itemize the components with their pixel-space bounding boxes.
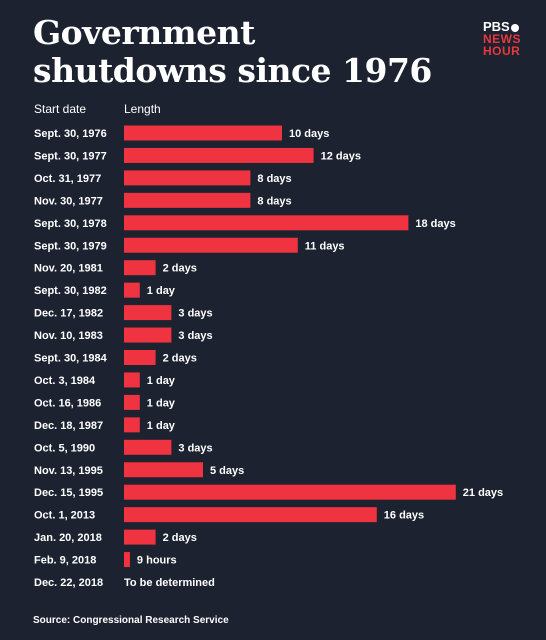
bar: [124, 282, 140, 298]
bar-value-label: 8 days: [257, 195, 291, 207]
category-label: Oct. 1, 2013: [34, 510, 95, 522]
category-label: Sept. 30, 1982: [34, 285, 107, 297]
category-label: Sept. 30, 1976: [34, 128, 107, 140]
bar: [124, 305, 172, 321]
bar: [124, 529, 156, 545]
bar-value-label: 2 days: [163, 353, 197, 365]
bar: [124, 125, 282, 141]
bar-value-label: 9 hours: [137, 555, 177, 567]
column-header-length: Length: [124, 102, 161, 116]
bar-value-label: 1 day: [147, 285, 176, 297]
category-label: Dec. 17, 1982: [34, 308, 103, 320]
category-label: Feb. 9, 2018: [34, 555, 96, 567]
bar-value-label: 12 days: [321, 150, 361, 162]
bar: [124, 327, 172, 343]
category-label: Dec. 15, 1995: [34, 487, 103, 499]
category-label: Dec. 18, 1987: [34, 420, 103, 432]
pbs-newshour-logo: PBS NEWS HOUR: [483, 20, 521, 57]
bar-value-label: 1 day: [147, 397, 176, 409]
bar-value-label: 5 days: [210, 465, 244, 477]
bar-value-label: 3 days: [178, 442, 212, 454]
category-label: Sept. 30, 1978: [34, 218, 107, 230]
logo-pbs-text: PBS: [483, 20, 521, 33]
bar-value-label: 1 day: [147, 420, 176, 432]
category-label: Jan. 20, 2018: [34, 532, 102, 544]
chart-title: Government shutdowns since 1976: [33, 13, 432, 90]
bar-value-label: To be determined: [124, 577, 215, 589]
bar: [124, 462, 203, 478]
bar: [124, 372, 140, 388]
bar-value-label: 2 days: [163, 263, 197, 275]
bar-value-label: 18 days: [415, 218, 455, 230]
bar: [124, 237, 298, 253]
bar: [124, 260, 156, 276]
bar: [124, 147, 314, 163]
logo-news-text: NEWS: [483, 32, 521, 46]
bar-value-label: 21 days: [463, 487, 503, 499]
category-label: Nov. 10, 1983: [34, 330, 103, 342]
bar-value-label: 2 days: [163, 532, 197, 544]
category-label: Oct. 3, 1984: [34, 375, 96, 387]
bar: [124, 350, 156, 365]
category-label: Nov. 30, 1977: [34, 195, 103, 207]
bar-value-label: 16 days: [384, 510, 424, 522]
category-label: Sept. 30, 1984: [34, 353, 108, 365]
bar: [124, 417, 140, 433]
category-label: Oct. 5, 1990: [34, 442, 95, 454]
pbs-head-icon: [510, 23, 519, 32]
source-note: Source: Congressional Research Service: [33, 615, 229, 626]
bar-value-label: 10 days: [289, 128, 329, 140]
category-label: Nov. 20, 1981: [34, 263, 103, 275]
category-label: Sept. 30, 1977: [34, 150, 107, 162]
bar: [124, 507, 377, 523]
bar: [124, 439, 172, 455]
bar: [124, 170, 251, 186]
category-label: Nov. 13, 1995: [34, 465, 103, 477]
category-label: Oct. 31, 1977: [34, 173, 101, 185]
bar: [124, 192, 251, 208]
bar: [124, 552, 130, 568]
bar-value-label: 8 days: [257, 173, 291, 185]
bar-value-label: 3 days: [178, 308, 212, 320]
category-label: Oct. 16, 1986: [34, 397, 101, 409]
bar: [124, 394, 140, 410]
logo-hour-text: HOUR: [483, 44, 521, 58]
category-label: Dec. 22, 2018: [34, 577, 103, 589]
bar: [124, 484, 456, 500]
bar-value-label: 3 days: [178, 330, 212, 342]
bar-value-label: 11 days: [305, 240, 345, 252]
category-label: Sept. 30, 1979: [34, 240, 107, 252]
bar-value-label: 1 day: [147, 375, 176, 387]
column-header-start-date: Start date: [34, 102, 87, 116]
bar: [124, 215, 409, 231]
